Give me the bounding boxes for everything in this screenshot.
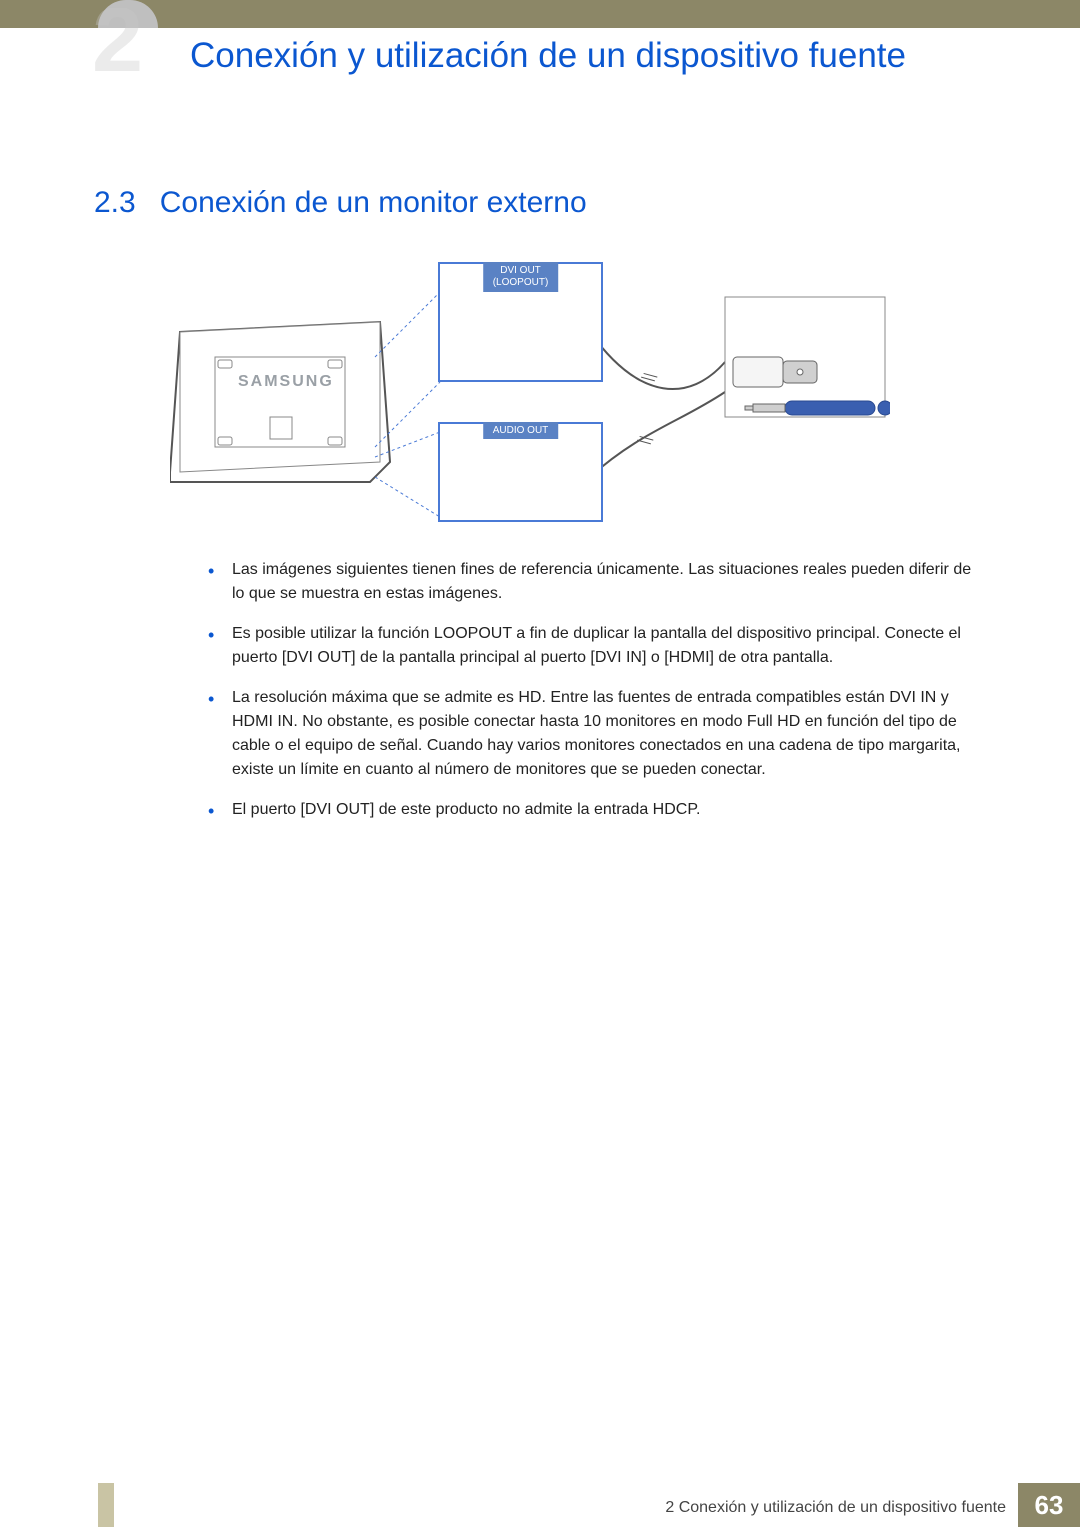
section-heading: 2.3 Conexión de un monitor externo [94,186,990,220]
note-text: Es posible utilizar la función LOOPOUT a… [232,625,961,666]
callout-dvi-label: DVI OUT (LOOPOUT) [483,262,559,292]
connection-diagram: SAMSUNG [170,262,890,542]
section-number: 2.3 [94,186,136,220]
chapter-title: Conexión y utilización de un dispositivo… [190,36,990,76]
footer: 2 Conexión y utilización de un dispositi… [0,1483,1080,1527]
footer-page-number: 63 [1018,1483,1080,1527]
callout-dvi-out: DVI OUT (LOOPOUT) [438,262,603,382]
callout-audio-out: AUDIO OUT [438,422,603,522]
note-text: La resolución máxima que se admite es HD… [232,689,960,778]
notes-list: Las imágenes siguientes tienen fines de … [208,558,972,838]
list-item: Es posible utilizar la función LOOPOUT a… [208,622,972,670]
list-item: La resolución máxima que se admite es HD… [208,686,972,782]
monitor-brand-text: SAMSUNG [238,373,334,390]
footer-chapter-text: 2 Conexión y utilización de un dispositi… [665,1499,1006,1517]
dvi-label-line2: (LOOPOUT) [493,277,549,288]
callout-audio-label: AUDIO OUT [483,422,559,439]
chapter-number-bg: 2 [92,8,164,80]
page-root: 2 Conexión y utilización de un dispositi… [0,0,1080,1527]
list-item: Las imágenes siguientes tienen fines de … [208,558,972,606]
section-title: Conexión de un monitor externo [160,186,587,220]
footer-accent-stripe [98,1483,114,1527]
note-text: El puerto [DVI OUT] de este producto no … [232,801,700,818]
chapter-number-text: 2 [92,8,137,80]
dvi-label-line1: DVI OUT [500,265,541,276]
list-item: El puerto [DVI OUT] de este producto no … [208,798,972,822]
note-text: Las imágenes siguientes tienen fines de … [232,561,971,602]
